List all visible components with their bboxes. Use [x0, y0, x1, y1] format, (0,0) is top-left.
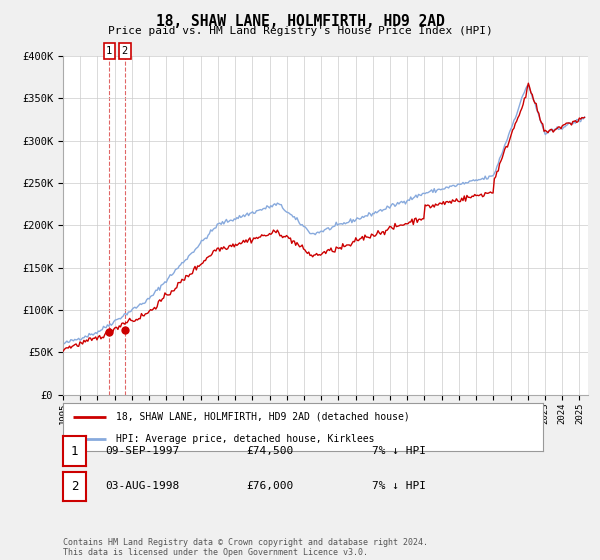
- Text: 2: 2: [122, 46, 128, 56]
- Text: Price paid vs. HM Land Registry's House Price Index (HPI): Price paid vs. HM Land Registry's House …: [107, 26, 493, 36]
- Text: 18, SHAW LANE, HOLMFIRTH, HD9 2AD (detached house): 18, SHAW LANE, HOLMFIRTH, HD9 2AD (detac…: [116, 412, 410, 422]
- Text: £76,000: £76,000: [246, 482, 293, 491]
- Text: 18, SHAW LANE, HOLMFIRTH, HD9 2AD: 18, SHAW LANE, HOLMFIRTH, HD9 2AD: [155, 14, 445, 29]
- Text: 1: 1: [106, 46, 112, 56]
- Text: Contains HM Land Registry data © Crown copyright and database right 2024.
This d: Contains HM Land Registry data © Crown c…: [63, 538, 428, 557]
- Text: 09-SEP-1997: 09-SEP-1997: [105, 446, 179, 456]
- Text: 03-AUG-1998: 03-AUG-1998: [105, 482, 179, 491]
- Text: 7% ↓ HPI: 7% ↓ HPI: [372, 446, 426, 456]
- Text: 2: 2: [71, 480, 78, 493]
- Text: 1: 1: [71, 445, 78, 458]
- Text: HPI: Average price, detached house, Kirklees: HPI: Average price, detached house, Kirk…: [116, 434, 374, 444]
- Text: 7% ↓ HPI: 7% ↓ HPI: [372, 482, 426, 491]
- Text: £74,500: £74,500: [246, 446, 293, 456]
